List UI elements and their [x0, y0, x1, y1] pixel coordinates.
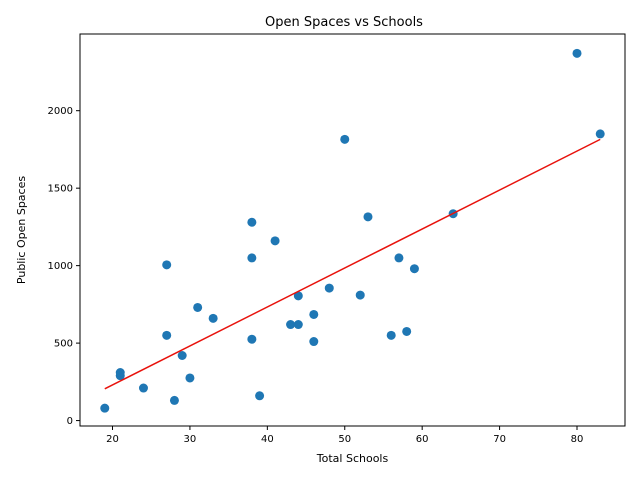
- data-point-27: [402, 326, 412, 336]
- data-point-25: [386, 330, 396, 340]
- data-point-20: [309, 309, 319, 319]
- y-tick-label: 0: [67, 416, 73, 427]
- data-point-5: [162, 260, 172, 270]
- data-point-22: [340, 134, 350, 144]
- y-axis-label: Public Open Spaces: [15, 176, 28, 284]
- x-tick-label: 60: [416, 434, 429, 445]
- data-point-2: [115, 368, 125, 378]
- y-tick-label: 500: [54, 339, 73, 350]
- data-point-24: [363, 212, 373, 222]
- x-tick-label: 80: [571, 434, 584, 445]
- data-point-30: [572, 48, 582, 58]
- data-point-12: [247, 253, 257, 263]
- y-tick-label: 1500: [48, 184, 73, 195]
- data-point-9: [193, 302, 203, 312]
- data-point-15: [270, 236, 280, 246]
- data-point-11: [247, 334, 257, 344]
- x-tick-label: 40: [261, 434, 274, 445]
- data-point-7: [177, 351, 187, 361]
- data-point-19: [309, 337, 319, 347]
- x-axis-label: Total Schools: [316, 452, 389, 465]
- trend-line: [104, 138, 601, 390]
- data-point-16: [286, 320, 296, 330]
- data-point-21: [324, 283, 334, 293]
- data-point-28: [409, 264, 419, 274]
- data-point-18: [293, 291, 303, 301]
- data-point-31: [595, 129, 605, 139]
- data-point-14: [255, 391, 265, 401]
- data-point-13: [247, 217, 257, 227]
- data-point-0: [100, 403, 110, 413]
- data-point-6: [169, 395, 179, 405]
- data-point-17: [293, 320, 303, 330]
- data-point-4: [162, 330, 172, 340]
- x-tick-label: 50: [338, 434, 351, 445]
- plot-area: [100, 48, 605, 413]
- x-tick-label: 70: [493, 434, 506, 445]
- data-point-23: [355, 290, 365, 300]
- data-point-26: [394, 253, 404, 263]
- data-point-8: [185, 373, 195, 383]
- data-point-3: [138, 383, 148, 393]
- data-point-10: [208, 313, 218, 323]
- x-axis: 20 30 40 50 60 70 80: [106, 426, 583, 445]
- y-tick-label: 1000: [48, 261, 73, 272]
- chart-title: Open Spaces vs Schools: [265, 15, 423, 30]
- x-tick-label: 30: [184, 434, 197, 445]
- y-axis: 0 500 1000 1500 2000: [48, 106, 80, 427]
- y-tick-label: 2000: [48, 106, 73, 117]
- x-tick-label: 20: [106, 434, 119, 445]
- axes-frame: [79, 33, 626, 427]
